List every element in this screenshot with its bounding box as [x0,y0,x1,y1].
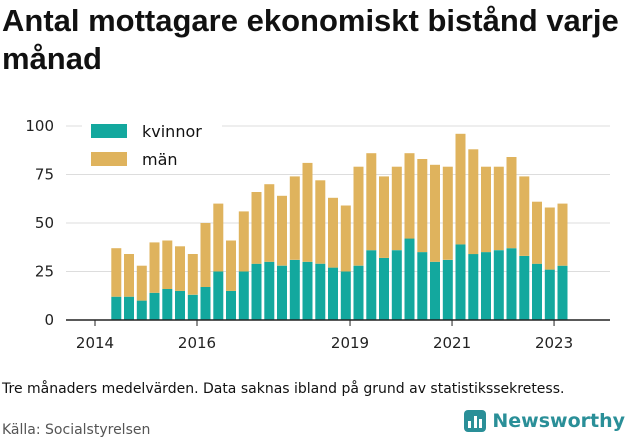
bar-segment-man [557,203,568,266]
y-tick-label: 25 [35,263,54,281]
bar-segment-kvinnor [315,263,326,320]
bar-segment-man [277,195,287,266]
bar-segment-man [136,265,147,301]
bar-segment-man [187,254,198,295]
bar-segment-man [417,159,428,253]
bar-segment-kvinnor [493,250,504,320]
bar-segment-man [379,176,389,258]
bar-chart-icon [464,410,487,432]
bar-segment-man [468,149,479,255]
bar-segment-man [226,240,236,291]
legend-label: kvinnor [142,122,202,141]
bar-segment-kvinnor [544,269,555,320]
legend: kvinnor män [82,116,222,174]
bar-segment-kvinnor [226,290,236,320]
bar-segment-kvinnor [430,261,440,320]
bar-segment-kvinnor [506,248,517,320]
y-tick-label: 75 [35,166,54,184]
bar-segment-man [124,254,134,297]
bar-segment-man [493,166,504,251]
bar-segment-kvinnor [124,296,134,320]
bar-segment-kvinnor [481,252,491,320]
bar-segment-kvinnor [149,292,160,320]
bar-segment-man [289,176,300,260]
bar-segment-kvinnor [442,259,453,320]
bar-segment-man [442,166,453,260]
bar-segment-kvinnor [251,263,262,320]
bar-segment-man [404,153,415,239]
source-text: Källa: Socialstyrelsen [2,422,151,438]
bar-segment-man [506,157,517,249]
bar-segment-man [315,180,326,264]
bar-segment-kvinnor [455,244,466,320]
x-tick-label: 2021 [433,334,471,352]
bar-segment-kvinnor [468,254,479,320]
bar-segment-kvinnor [340,271,351,320]
bar-segment-kvinnor [302,261,313,320]
bar-segment-kvinnor [162,289,173,320]
bar-segment-kvinnor [213,271,224,320]
legend-label: män [142,150,178,169]
bar-segment-man [481,166,491,253]
bar-segment-kvinnor [136,300,147,320]
bar-segment-man [366,153,377,251]
bar-segment-man [111,248,122,297]
bar-segment-man [251,192,262,264]
brand-logo: Newsworthy [464,410,625,432]
bar-segment-man [430,164,440,262]
bar-segment-kvinnor [200,287,211,320]
bar-segment-kvinnor [532,263,542,320]
bar-segment-man [302,162,313,262]
bar-segment-kvinnor [289,259,300,320]
bar-segment-man [238,211,249,272]
bar-segment-man [532,201,542,264]
bar-segment-kvinnor [391,250,402,320]
y-tick-label: 0 [44,311,54,329]
bar-segment-man [200,223,211,287]
brand-name: Newsworthy [492,410,625,432]
bar-segment-man [353,166,364,266]
bar-segment-kvinnor [328,267,338,320]
bar-segment-kvinnor [404,238,415,320]
bar-segment-man [544,207,555,270]
bar-segment-man [175,246,185,291]
bar-segment-kvinnor [519,256,530,320]
bar-segment-kvinnor [264,261,275,320]
bar-segment-man [340,205,351,272]
x-tick-label: 2023 [535,334,573,352]
bar-segment-man [455,133,466,245]
bar-segment-kvinnor [277,265,287,320]
bars [111,133,568,320]
chart-title: Antal mottagare ekonomiskt bistånd varje… [2,3,619,76]
x-tick-label: 2016 [178,334,216,352]
bar-segment-kvinnor [557,265,568,320]
bar-segment-man [519,176,530,256]
bar-segment-man [328,197,338,268]
bar-segment-kvinnor [366,250,377,320]
bar-segment-kvinnor [417,252,428,320]
bar-segment-kvinnor [187,294,198,320]
x-tick-label: 2014 [76,334,114,352]
bar-segment-kvinnor [353,265,364,320]
legend-swatch [91,152,127,166]
bar-segment-kvinnor [111,296,122,320]
bar-segment-man [391,166,402,251]
bar-segment-kvinnor [238,271,249,320]
bar-segment-kvinnor [175,290,185,320]
legend-swatch [91,124,127,138]
chart-note: Tre månaders medelvärden. Data saknas ib… [2,381,565,397]
bar-segment-man [162,240,173,289]
y-tick-label: 50 [35,214,54,232]
bar-segment-man [213,203,224,272]
y-tick-label: 100 [25,117,54,135]
bar-segment-man [264,184,275,262]
bar-segment-man [149,242,160,293]
bar-segment-kvinnor [379,257,389,320]
x-tick-label: 2019 [331,334,369,352]
axes: 0 25 50 75 100 2014 2016 2019 2021 2023 [25,117,610,352]
stacked-bar-chart: 0 25 50 75 100 2014 2016 2019 2021 2023 kvinnor mä… [25,116,610,352]
